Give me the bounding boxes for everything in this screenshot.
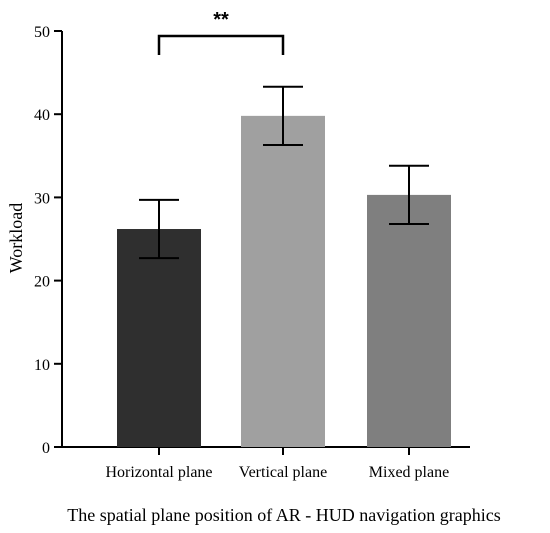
y-tick-label: 0 — [42, 440, 50, 457]
x-tick-label: Vertical plane — [239, 464, 327, 481]
bar — [117, 229, 201, 447]
y-axis-title: Workload — [6, 203, 26, 274]
y-tick-label: 10 — [34, 357, 50, 374]
bar — [367, 194, 451, 447]
x-tick-label: Mixed plane — [369, 464, 449, 481]
axes: 0 10 20 30 40 50 Horizontal plane Vertical plan… — [34, 24, 470, 481]
y-tick-label: 50 — [34, 24, 50, 41]
y-tick-label: 20 — [34, 274, 50, 291]
bars — [117, 115, 451, 447]
y-tick-label: 30 — [34, 190, 50, 207]
x-tick-label: Horizontal plane — [105, 464, 212, 481]
y-tick-label: 40 — [34, 107, 50, 124]
significance-label: ** — [213, 9, 229, 31]
error-bars — [139, 85, 429, 260]
significance-bracket — [157, 34, 285, 55]
significance-annotations: ** — [157, 9, 285, 55]
x-axis-title: The spatial plane position of AR - HUD n… — [67, 505, 500, 525]
bar — [241, 115, 325, 447]
